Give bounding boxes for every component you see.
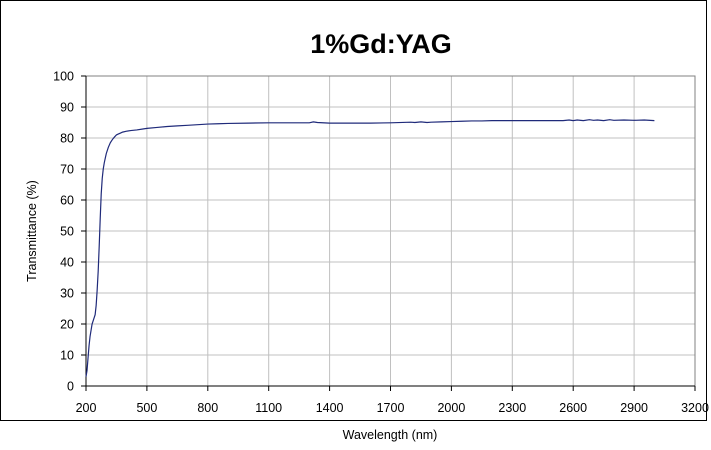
x-tick-label: 200 [76,401,97,415]
x-tick-label: 1700 [377,401,405,415]
x-tick-label: 2900 [620,401,648,415]
y-axis-label: Transmittance (%) [25,180,39,282]
y-tick-label: 0 [67,380,74,394]
x-tick-labels: 200 500 800 1100 1400 1700 2000 2300 2600 2900 320… [76,401,709,415]
chart-title: 1%Gd:YAG [310,29,452,59]
tick-layer [81,75,696,391]
x-tick-label: 3200 [681,401,709,415]
y-tick-labels: 0 10 20 30 40 50 60 70 80 90 100 [53,70,74,394]
y-tick-label: 20 [60,318,74,332]
x-tick-label: 2600 [559,401,587,415]
x-tick-label: 2300 [498,401,526,415]
x-tick-label: 800 [197,401,218,415]
y-tick-label: 80 [60,132,74,146]
y-tick-label: 70 [60,163,74,177]
y-tick-label: 10 [60,349,74,363]
x-axis-label: Wavelength (nm) [343,428,438,442]
x-tick-label: 2000 [437,401,465,415]
y-tick-label: 30 [60,287,74,301]
transmittance-series-line [85,119,655,377]
y-tick-label: 40 [60,256,74,270]
x-tick-label: 1100 [255,401,282,415]
x-tick-label: 500 [136,401,157,415]
y-tick-label: 100 [53,70,74,84]
y-tick-label: 60 [60,194,74,208]
grid-layer [86,76,695,386]
chart-border [0,0,707,421]
y-tick-label: 90 [60,101,74,115]
y-tick-label: 50 [60,225,74,239]
x-tick-label: 1400 [316,401,344,415]
